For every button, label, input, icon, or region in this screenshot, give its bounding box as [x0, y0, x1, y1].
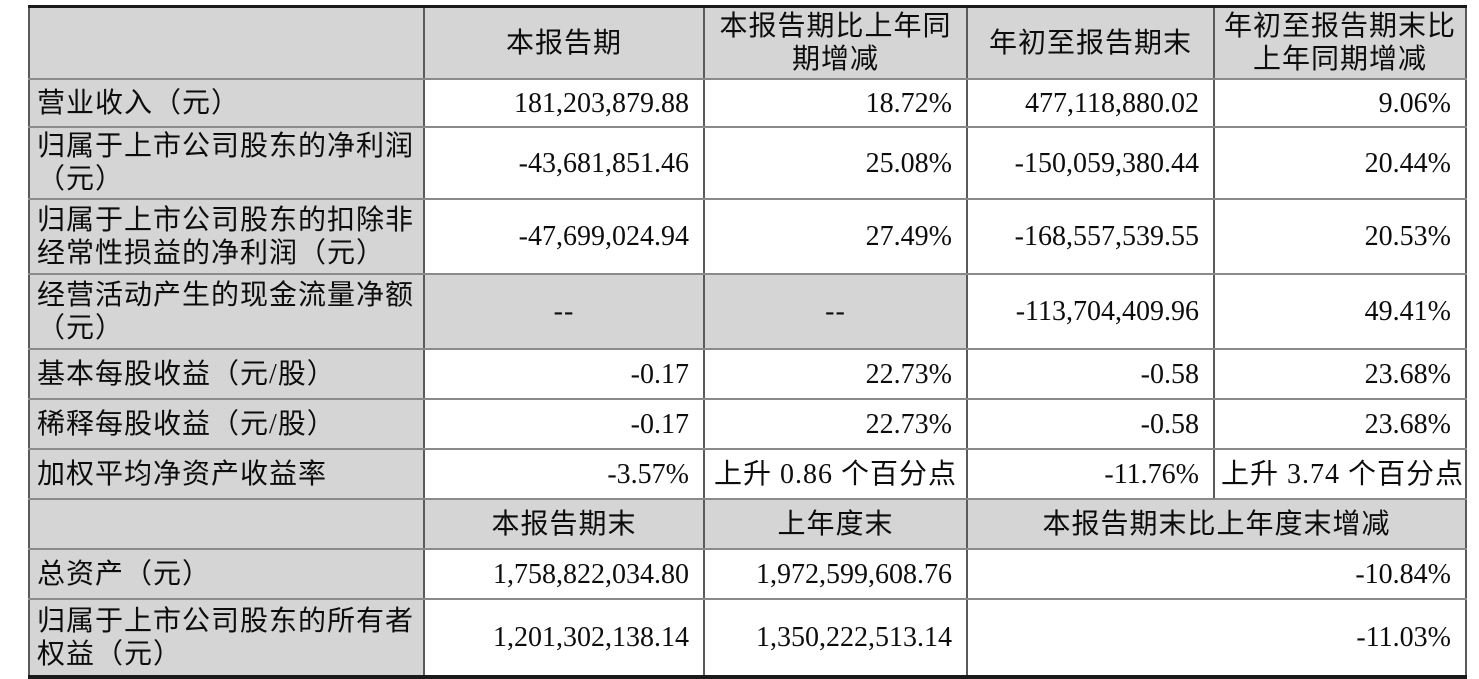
value-cell: 477,118,880.02 [966, 78, 1215, 128]
value-cell: 1,201,302,138.14 [423, 598, 705, 678]
header-end-of-prior-year: 上年度末 [703, 498, 968, 550]
value-cell: -0.58 [966, 398, 1215, 450]
value-cell: 9.06% [1213, 78, 1467, 128]
header-end-of-period: 本报告期末 [423, 498, 705, 550]
value-cell: 23.68% [1213, 348, 1467, 400]
value-cell: 49.41% [1213, 273, 1467, 350]
header-empty-cell [28, 498, 425, 550]
value-cell: 20.44% [1213, 126, 1467, 200]
row-basic-eps: 基本每股收益（元/股） -0.17 22.73% -0.58 23.68% [28, 348, 1467, 400]
header-empty-cell [28, 5, 425, 80]
row-net-profit: 归属于上市公司股东的净利润 （元） -43,681,851.46 25.08% … [28, 126, 1467, 200]
row-weighted-average-roe: 加权平均净资产收益率 -3.57% 上升 0.86 个百分点 -11.76% 上… [28, 448, 1467, 500]
value-cell: 1,972,599,608.76 [703, 548, 968, 600]
table-header-row-1: 本报告期 本报告期比上年同 期增减 年初至报告期末 年初至报告期末比 上年同期增… [28, 5, 1467, 80]
financial-summary-table: 本报告期 本报告期比上年同 期增减 年初至报告期末 年初至报告期末比 上年同期增… [28, 5, 1467, 679]
value-cell: -0.17 [423, 348, 705, 400]
value-cell: 20.53% [1213, 198, 1467, 275]
value-cell: -0.17 [423, 398, 705, 450]
header-period-end-vs-prior-year-change: 本报告期末比上年度末增减 [966, 498, 1467, 550]
row-label: 基本每股收益（元/股） [28, 348, 425, 400]
row-net-profit-excl-nonrecurring: 归属于上市公司股东的扣除非 经常性损益的净利润（元） -47,699,024.9… [28, 198, 1467, 275]
row-operating-revenue: 营业收入（元） 181,203,879.88 18.72% 477,118,88… [28, 78, 1467, 128]
row-label: 营业收入（元） [28, 78, 425, 128]
header-current-period-yoy-change: 本报告期比上年同 期增减 [703, 5, 968, 80]
header-year-to-date: 年初至报告期末 [966, 5, 1215, 80]
value-cell-not-applicable: -- [423, 273, 705, 350]
value-cell: -43,681,851.46 [423, 126, 705, 200]
row-label: 归属于上市公司股东的所有者 权益（元） [28, 598, 425, 678]
value-cell: -150,059,380.44 [966, 126, 1215, 200]
row-shareholders-equity: 归属于上市公司股东的所有者 权益（元） 1,201,302,138.14 1,3… [28, 598, 1467, 678]
header-current-period: 本报告期 [423, 5, 705, 80]
value-cell: 1,350,222,513.14 [703, 598, 968, 678]
row-label: 总资产（元） [28, 548, 425, 600]
row-total-assets: 总资产（元） 1,758,822,034.80 1,972,599,608.76… [28, 548, 1467, 600]
value-cell: 23.68% [1213, 398, 1467, 450]
value-cell: -10.84% [966, 548, 1467, 600]
value-cell: 27.49% [703, 198, 968, 275]
row-label: 稀释每股收益（元/股） [28, 398, 425, 450]
row-label: 归属于上市公司股东的扣除非 经常性损益的净利润（元） [28, 198, 425, 275]
row-diluted-eps: 稀释每股收益（元/股） -0.17 22.73% -0.58 23.68% [28, 398, 1467, 450]
row-label: 归属于上市公司股东的净利润 （元） [28, 126, 425, 200]
row-operating-cash-flow: 经营活动产生的现金流量净额 （元） -- -- -113,704,409.96 … [28, 273, 1467, 350]
value-cell: -47,699,024.94 [423, 198, 705, 275]
value-cell: 上升 3.74 个百分点 [1213, 448, 1467, 500]
value-cell: -3.57% [423, 448, 705, 500]
value-cell: 22.73% [703, 398, 968, 450]
value-cell: 25.08% [703, 126, 968, 200]
value-cell: -168,557,539.55 [966, 198, 1215, 275]
value-cell: 1,758,822,034.80 [423, 548, 705, 600]
row-label: 经营活动产生的现金流量净额 （元） [28, 273, 425, 350]
value-cell: 181,203,879.88 [423, 78, 705, 128]
table-header-row-2: 本报告期末 上年度末 本报告期末比上年度末增减 [28, 498, 1467, 550]
row-label: 加权平均净资产收益率 [28, 448, 425, 500]
value-cell: 22.73% [703, 348, 968, 400]
value-cell: 18.72% [703, 78, 968, 128]
value-cell: 上升 0.86 个百分点 [703, 448, 968, 500]
value-cell: -11.03% [966, 598, 1467, 678]
value-cell-not-applicable: -- [703, 273, 968, 350]
value-cell: -113,704,409.96 [966, 273, 1215, 350]
header-year-to-date-yoy-change: 年初至报告期末比 上年同期增减 [1213, 5, 1467, 80]
value-cell: -0.58 [966, 348, 1215, 400]
value-cell: -11.76% [966, 448, 1215, 500]
